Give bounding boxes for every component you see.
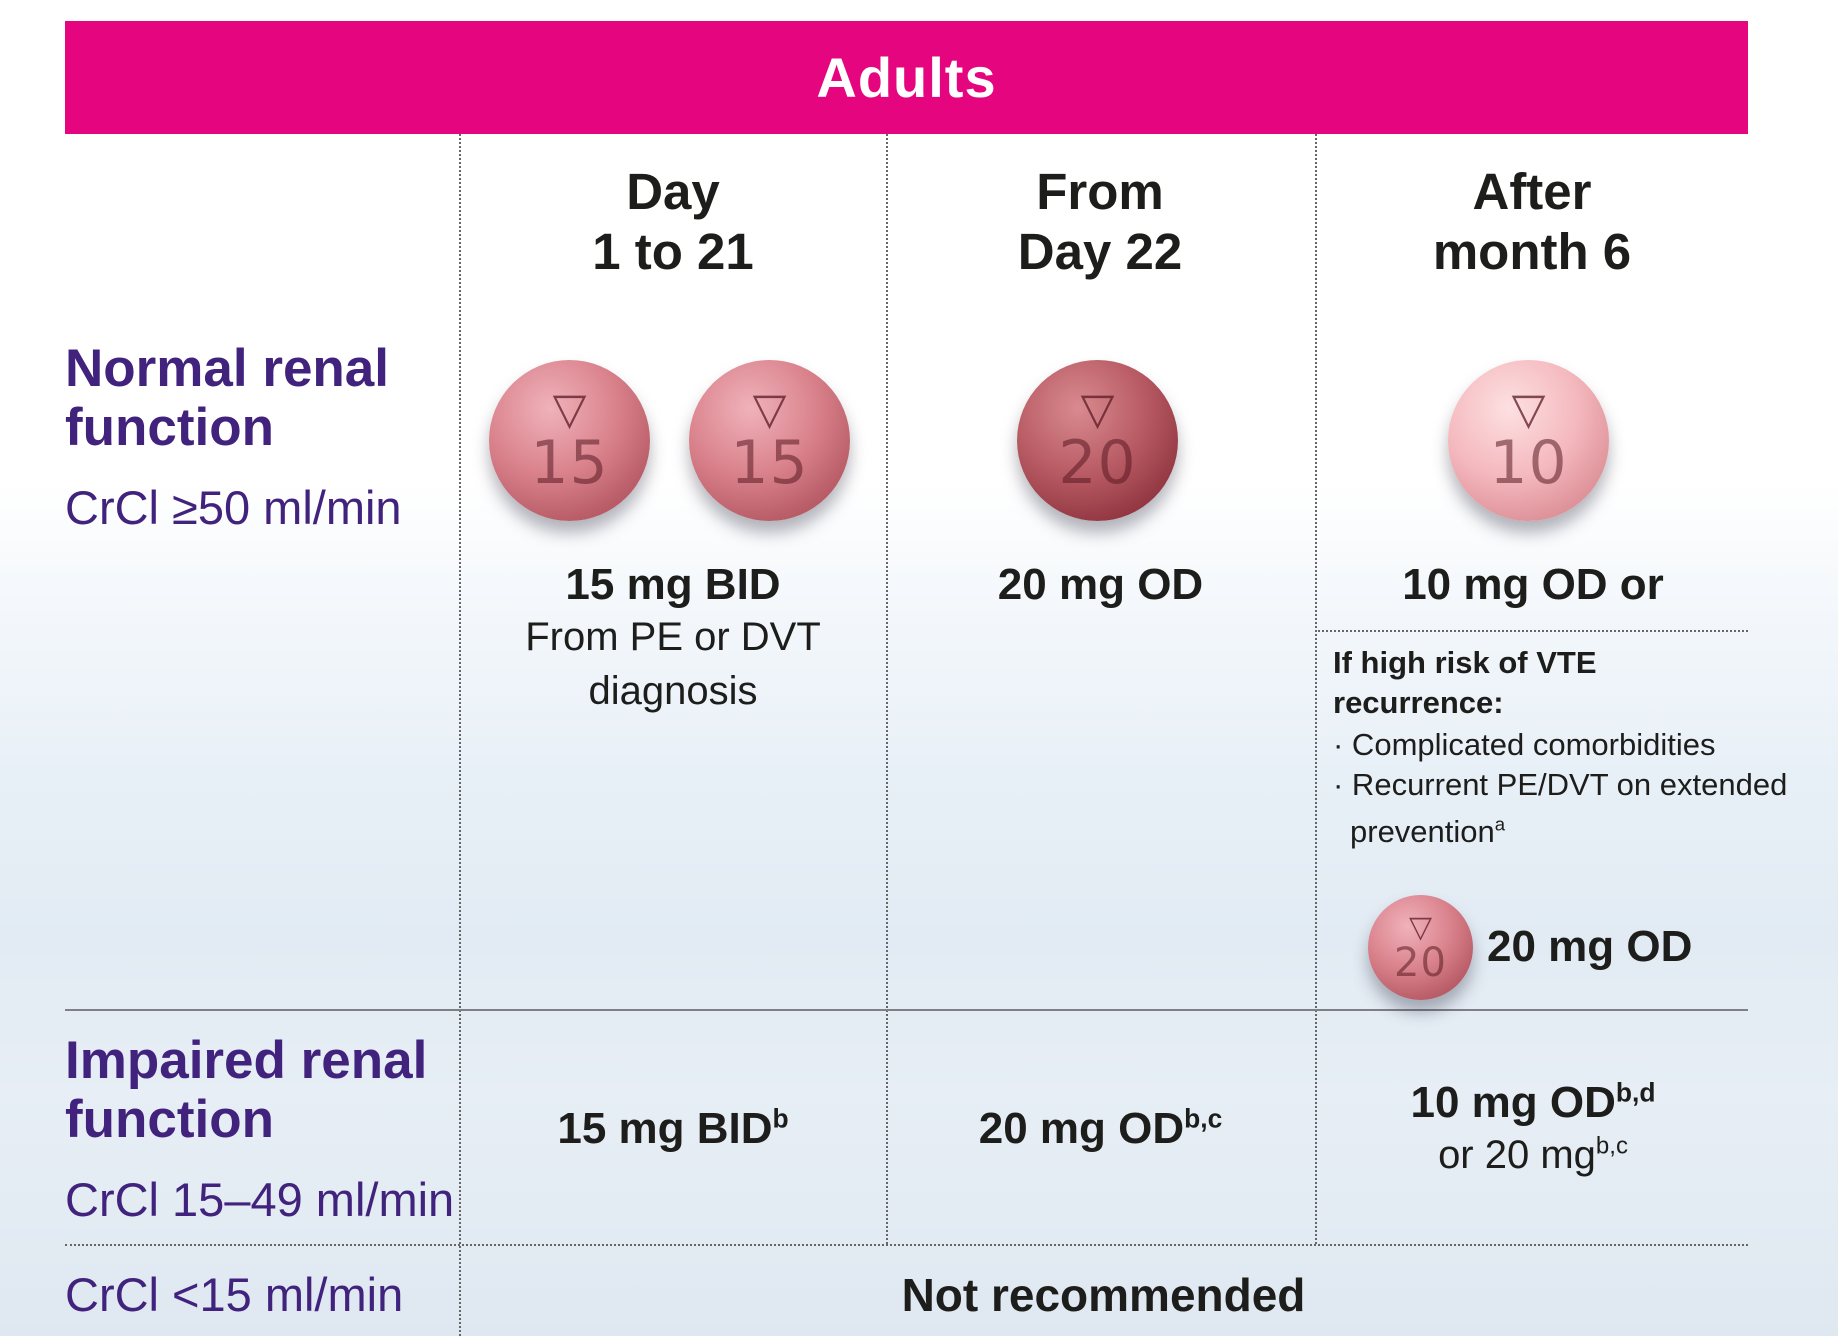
tablet-20mg-icon: ▽ 20	[1368, 895, 1473, 1000]
tablet-15mg-icon: ▽ 15	[489, 360, 650, 521]
tablet-20mg-icon: ▽ 20	[1017, 360, 1178, 521]
row-divider-impaired-severe	[65, 1244, 1748, 1246]
dose-month6-impaired: 10 mg ODb,d	[1410, 1077, 1656, 1127]
row-title-normal: Normal renal function	[65, 339, 390, 457]
header-title: Adults	[816, 46, 997, 109]
tablet-15mg-icon: ▽ 15	[689, 360, 850, 521]
row-divider-normal-impaired	[65, 1009, 1748, 1011]
row-crcl-severe: CrCl <15 ml/min	[65, 1268, 404, 1321]
row-crcl-impaired: CrCl 15–49 ml/min	[65, 1173, 455, 1226]
dose-high-risk: 20 mg OD	[1487, 922, 1693, 971]
tablet-10mg-icon: ▽ 10	[1448, 360, 1609, 521]
vte-divider	[1318, 630, 1748, 632]
dose-day1-21-normal: 15 mg BID	[565, 560, 781, 609]
column-header-after-month6: After month 6	[1432, 163, 1632, 280]
dose-month6-impaired-alt: or 20 mgb,c	[1438, 1132, 1628, 1177]
dose-day1-21-impaired: 15 mg BIDb	[557, 1103, 789, 1153]
vte-risk-item: · Complicated comorbidities	[1333, 727, 1716, 762]
dose-day22-impaired: 20 mg ODb,c	[978, 1103, 1223, 1153]
dose-day22-normal: 20 mg OD	[997, 560, 1204, 609]
row-title-impaired: Impaired renal function	[65, 1031, 428, 1149]
row-crcl-normal: CrCl ≥50 ml/min	[65, 481, 402, 534]
header-banner: Adults	[65, 21, 1748, 134]
column-header-day1-21: Day 1 to 21	[592, 163, 754, 280]
dose-day1-21-note: From PE or DVT diagnosis	[525, 615, 821, 713]
not-recommended-text: Not recommended	[901, 1269, 1306, 1321]
vte-risk-item: · Recurrent PE/DVT on extended	[1333, 767, 1788, 802]
dose-month6-normal: 10 mg OD or	[1402, 560, 1664, 609]
vte-risk-heading: If high risk of VTE recurrence:	[1333, 645, 1597, 720]
column-divider-1	[459, 134, 461, 1336]
column-header-from-day22: From Day 22	[1017, 163, 1183, 280]
column-divider-2	[886, 134, 888, 1244]
column-divider-3	[1315, 134, 1317, 1244]
vte-risk-item-continued: preventiona	[1350, 813, 1506, 849]
